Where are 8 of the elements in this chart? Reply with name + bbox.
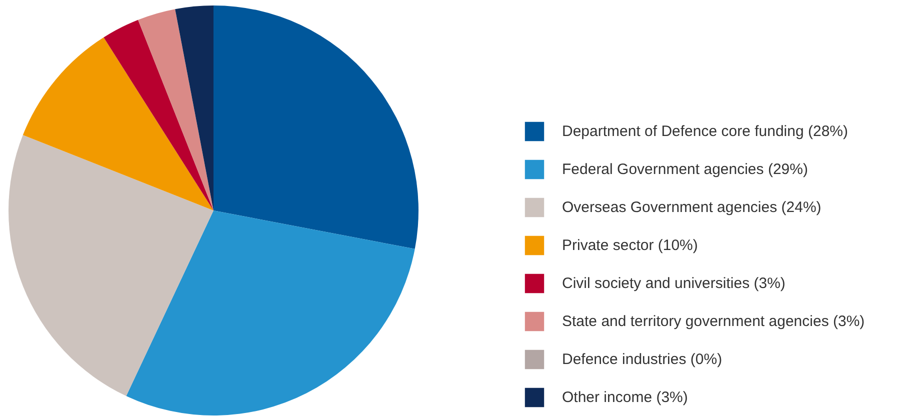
legend-label: Other income (3%) — [562, 388, 688, 408]
legend-label: Private sector (10%) — [562, 236, 698, 256]
legend-label: Federal Government agencies (29%) — [562, 160, 808, 180]
legend-label: Civil society and universities (3%) — [562, 274, 786, 294]
legend-label: Defence industries (0%) — [562, 350, 722, 370]
legend-label: State and territory government agencies (3%) — [562, 312, 865, 332]
legend-label: Department of Defence core funding (28%) — [562, 122, 848, 142]
legend-label: Overseas Government agencies (24%) — [562, 198, 822, 218]
